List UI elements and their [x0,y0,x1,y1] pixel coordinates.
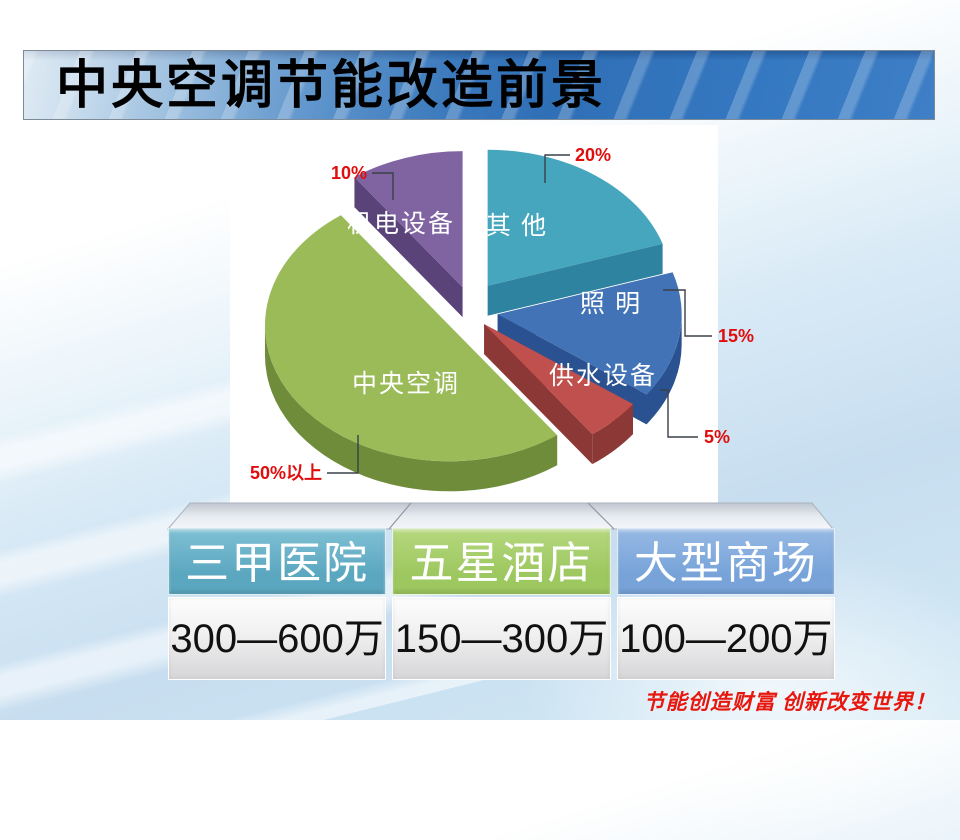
pie-slice-top [497,272,682,395]
pie-slice-rim-wall [592,404,634,465]
pie-slice-side-wall [354,177,463,318]
pie-percent-label: 10% [331,163,367,183]
pie-percent-label: 50%以上 [250,463,322,483]
title-bar: 中央空调节能改造前景 [23,50,935,120]
pie-percent-label: 5% [704,427,730,447]
pie-callout-line [327,435,359,474]
pie-slice-label: 供水设备 [549,362,657,390]
table-header-cell: 大型商场 [616,528,835,595]
table-column-2: 五星酒店 150—300万 [392,528,611,680]
pie-percent-label: 15% [718,326,754,346]
pie-slice-top [487,149,663,286]
table-column-1: 三甲医院 300—600万 [168,528,387,680]
pricing-table: 三甲医院 300—600万 五星酒店 150—300万 大型商场 100—200万 [168,528,835,680]
pie-slice-label: 机电设备 [347,210,455,238]
table-value-cell: 150—300万 [392,597,611,680]
pie-slice-side-wall [484,324,593,465]
prism-divider-line [388,502,412,530]
pie-slice-side-wall [487,243,663,316]
pie-slice-top [265,215,558,462]
table-column-3: 大型商场 100—200万 [616,528,835,680]
pie-slice-label: 中央空调 [352,370,460,398]
page-title: 中央空调节能改造前景 [56,58,607,115]
pie-slice-top [354,151,463,288]
pie-callout-line [372,172,394,200]
pie-callout-line [663,289,712,337]
prism-divider-line [587,502,615,530]
pie-slice-label: 其 他 [486,212,548,240]
table-value-cell: 100—200万 [616,597,835,680]
pie-slice-rim-wall [264,325,558,492]
pie-slice-label: 照 明 [580,291,642,318]
table-header-cell: 三甲医院 [168,528,387,595]
table-value-cell: 300—600万 [168,597,387,680]
pie-percent-label: 20% [575,145,611,165]
pie-callout-line [544,154,570,183]
table-3d-top-face [166,502,835,530]
pie-slice-rim-wall [646,314,682,425]
pie-slice-top [484,324,634,435]
prism-face [166,502,835,530]
slogan-text: 节能创造财富 创新改变世界！ [643,690,936,714]
pie-callout-line [660,389,698,438]
table-header-cell: 五星酒店 [392,528,611,595]
